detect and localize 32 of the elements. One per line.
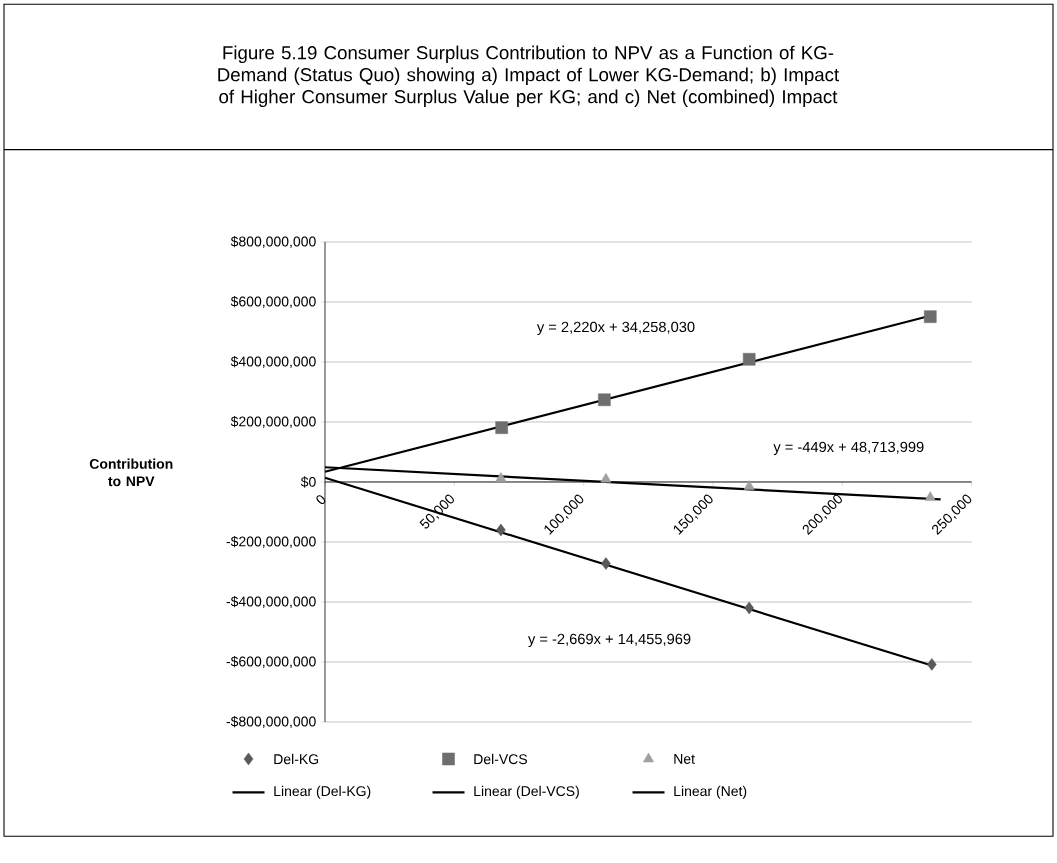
y-tick-label: -$200,000,000 [226, 535, 316, 549]
point [927, 658, 937, 671]
y-tick-label: -$600,000,000 [226, 655, 316, 669]
annotation: y = -2,669x + 14,455,969 [528, 633, 691, 648]
point [495, 421, 508, 434]
legend-label: Linear (Net) [674, 785, 747, 799]
annotation: y = 2,220x + 34,258,030 [536, 321, 695, 335]
point [598, 393, 611, 407]
point [495, 472, 507, 482]
point [743, 480, 755, 490]
y-axis-title: Contribution to NPV [89, 458, 173, 487]
y-tick-label: $0 [300, 476, 316, 488]
point [744, 601, 754, 615]
legend-label: Net [674, 754, 695, 764]
legend-label: Linear (Del-VCS) [474, 785, 579, 799]
y-tick-label: -$400,000,000 [226, 595, 316, 609]
y-tick-label: $400,000,000 [230, 355, 316, 369]
point [600, 473, 612, 483]
annotation: y = -449x + 48,713,999 [773, 441, 924, 456]
x-tick-label: 0 [316, 495, 326, 505]
point [742, 353, 756, 366]
legend-label: Del-VCS [474, 753, 528, 765]
y-tick-label: $600,000,000 [230, 295, 316, 309]
y-tick-label: $200,000,000 [230, 415, 316, 429]
point [601, 557, 611, 570]
point [496, 523, 506, 537]
y-tick-label: -$800,000,000 [226, 715, 316, 729]
legend-label: Linear (Del-KG) [274, 785, 371, 799]
chart-title: Figure 5.19 Consumer Surplus Contribution to NPV as a Function of KG-Demand (Status Quo) showing a) Impact of Lower KG-Demand; b) Impact of Higher Consumer Surplus Value per KG; and c) Net (combined) Impact [218, 45, 840, 108]
legend-label: Del-KG [274, 753, 319, 765]
point [924, 310, 937, 323]
y-tick-label: $800,000,000 [230, 235, 316, 249]
